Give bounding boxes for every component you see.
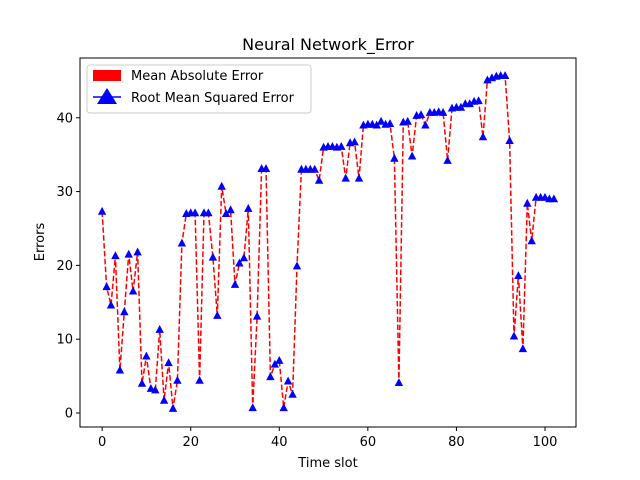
x-tick-label: 100 <box>533 435 558 450</box>
data-point-marker <box>239 253 249 262</box>
data-point-marker <box>221 209 231 217</box>
legend-label-mean-absolute-error: Mean Absolute Error <box>131 69 264 84</box>
x-axis-label: Time slot <box>297 456 357 471</box>
legend-swatch-mean-absolute-error <box>93 70 121 81</box>
y-tick-label: 30 <box>56 185 73 200</box>
data-point-marker <box>416 110 426 119</box>
data-point-marker <box>465 99 474 108</box>
data-point-marker <box>111 251 120 260</box>
data-point-marker <box>252 311 262 320</box>
data-point-marker <box>208 252 218 261</box>
data-point-marker <box>230 280 240 288</box>
data-point-marker <box>509 331 519 340</box>
data-point-marker <box>177 238 187 247</box>
data-point-marker <box>164 358 173 367</box>
data-point-marker <box>128 286 138 295</box>
data-point-marker <box>354 173 364 182</box>
data-point-marker <box>500 71 510 79</box>
data-point-marker <box>390 153 399 162</box>
data-point-marker <box>478 132 488 141</box>
data-point-marker <box>549 194 559 203</box>
y-axis: 0 10 20 30 40 <box>56 111 80 421</box>
chart-title: Neural Network_Error <box>242 35 414 55</box>
x-tick-label: 60 <box>360 435 377 450</box>
data-point-marker <box>115 365 125 374</box>
y-tick-label: 20 <box>56 259 73 274</box>
plot-area <box>97 71 559 412</box>
y-tick-label: 10 <box>56 333 73 348</box>
data-point-marker <box>514 271 523 279</box>
data-point-marker <box>438 108 448 116</box>
data-point-marker <box>217 181 226 190</box>
data-point-marker <box>102 282 111 291</box>
data-point-marker <box>314 175 324 184</box>
data-point-marker <box>235 258 244 267</box>
data-point-marker <box>151 385 160 394</box>
data-point-marker <box>337 142 346 150</box>
data-point-marker <box>168 403 178 412</box>
data-point-marker <box>133 247 142 256</box>
data-point-marker <box>120 307 129 316</box>
data-point-marker <box>190 208 200 217</box>
x-tick-label: 40 <box>271 435 288 450</box>
x-axis: 0 20 40 60 80 100 <box>98 427 557 450</box>
legend-box <box>86 64 312 114</box>
data-point-marker <box>173 375 182 384</box>
data-point-marker <box>213 311 222 319</box>
data-point-marker <box>310 164 319 173</box>
legend: Mean Absolute Error Root Mean Squared Er… <box>86 64 312 114</box>
data-point-marker <box>97 206 107 215</box>
data-point-marker <box>527 236 536 245</box>
y-tick-label: 0 <box>65 406 73 421</box>
data-point-marker <box>394 378 404 386</box>
data-point-marker <box>275 356 284 364</box>
data-point-marker <box>421 120 430 129</box>
data-point-marker <box>137 378 147 387</box>
data-point-marker <box>266 372 275 381</box>
x-tick-label: 0 <box>98 435 106 450</box>
data-point-marker <box>124 249 133 258</box>
y-axis-label: Errors <box>33 223 48 262</box>
y-tick-label: 40 <box>56 111 73 126</box>
data-point-marker <box>142 351 151 360</box>
data-point-marker <box>195 375 204 384</box>
data-point-marker <box>443 156 452 164</box>
data-point-marker <box>350 137 359 146</box>
data-point-marker <box>279 403 288 412</box>
axes-frame <box>79 57 577 428</box>
data-point-marker <box>261 164 271 172</box>
x-tick-label: 20 <box>182 435 199 450</box>
x-tick-label: 80 <box>448 435 465 450</box>
data-point-marker <box>283 376 293 385</box>
data-point-marker <box>474 96 483 105</box>
data-point-marker <box>403 116 412 125</box>
data-point-marker <box>505 136 514 144</box>
data-point-marker <box>248 403 257 412</box>
data-point-marker <box>385 119 395 127</box>
data-point-marker <box>407 151 417 160</box>
data-point-marker <box>204 208 213 217</box>
data-point-marker <box>483 75 492 84</box>
data-point-marker <box>376 116 386 125</box>
data-point-marker <box>456 102 466 111</box>
data-point-marker <box>226 205 235 214</box>
data-point-marker <box>341 173 350 182</box>
legend-label-root-mean-squared-error: Root Mean Squared Error <box>131 91 295 106</box>
data-point-marker <box>523 198 532 207</box>
data-point-marker <box>106 300 116 309</box>
data-point-marker <box>244 204 253 212</box>
data-point-marker <box>518 344 528 353</box>
data-point-marker <box>270 359 280 368</box>
legend-marker-root-mean-squared-error <box>97 88 117 104</box>
data-point-marker <box>159 395 169 404</box>
data-point-marker <box>155 325 164 333</box>
data-point-marker <box>292 261 302 270</box>
data-point-marker <box>288 389 297 398</box>
data-point-marker <box>372 120 381 129</box>
